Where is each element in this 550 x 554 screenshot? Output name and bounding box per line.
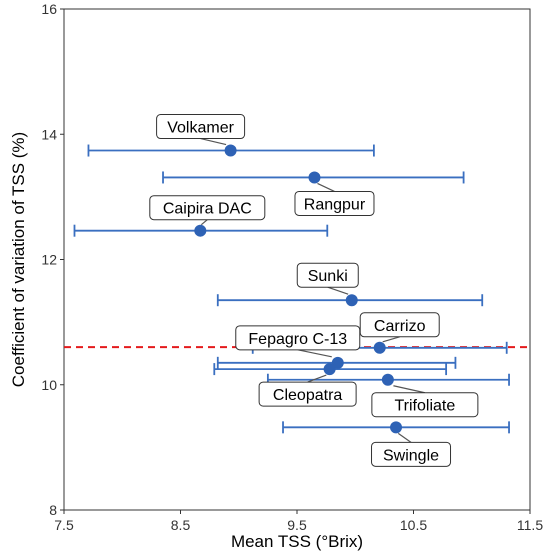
point-label-box	[371, 392, 479, 418]
point-label: Carrizo	[374, 318, 426, 335]
data-point	[381, 373, 394, 386]
label-leader	[297, 349, 332, 358]
point-label-box	[296, 262, 359, 288]
point-label: Sunki	[308, 268, 348, 285]
data-point	[194, 224, 207, 237]
x-axis-title: Mean TSS (°Brix)	[231, 532, 363, 551]
data-point	[224, 144, 237, 157]
point-label-box	[371, 441, 452, 467]
x-tick-label: 11.5	[517, 517, 543, 533]
point-label-box	[156, 114, 246, 140]
plot-frame	[63, 8, 531, 511]
point-label: Cleopatra	[273, 387, 342, 404]
label-leader	[317, 182, 335, 193]
y-tick-label: 14	[41, 126, 57, 142]
label-leader	[382, 336, 400, 343]
y-tick-label: 8	[49, 502, 57, 518]
x-tick-label: 10.5	[400, 517, 427, 533]
y-tick-label: 16	[41, 1, 57, 17]
label-leader	[200, 219, 208, 226]
point-label: Volkamer	[167, 120, 234, 137]
data-point	[345, 294, 358, 307]
data-point	[390, 421, 403, 434]
point-label-box	[359, 312, 440, 338]
y-tick-label: 12	[41, 252, 57, 268]
label-leader	[327, 286, 349, 295]
x-tick-label: 7.5	[54, 517, 74, 533]
label-leader	[307, 374, 327, 383]
y-axis-title: Coefficient of variation of TSS (%)	[9, 132, 28, 387]
point-label: Fepagro C-13	[248, 331, 347, 348]
x-tick-label: 8.5	[171, 517, 191, 533]
label-leader	[397, 432, 412, 443]
data-point	[331, 356, 344, 369]
label-leader	[393, 385, 426, 394]
point-label: Swingle	[383, 447, 439, 464]
data-point	[323, 363, 336, 376]
x-tick-label: 9.5	[287, 517, 307, 533]
point-label: Caipira DAC	[163, 201, 252, 218]
point-label-box	[235, 325, 361, 351]
point-label-box	[294, 190, 375, 216]
point-label: Trifoliate	[394, 398, 455, 415]
label-leader	[200, 137, 227, 146]
data-point	[308, 171, 321, 184]
data-point	[373, 341, 386, 354]
point-label: Rangpur	[304, 196, 366, 213]
point-label-box	[258, 381, 357, 407]
point-label-box	[149, 195, 266, 221]
y-tick-label: 10	[41, 377, 57, 393]
